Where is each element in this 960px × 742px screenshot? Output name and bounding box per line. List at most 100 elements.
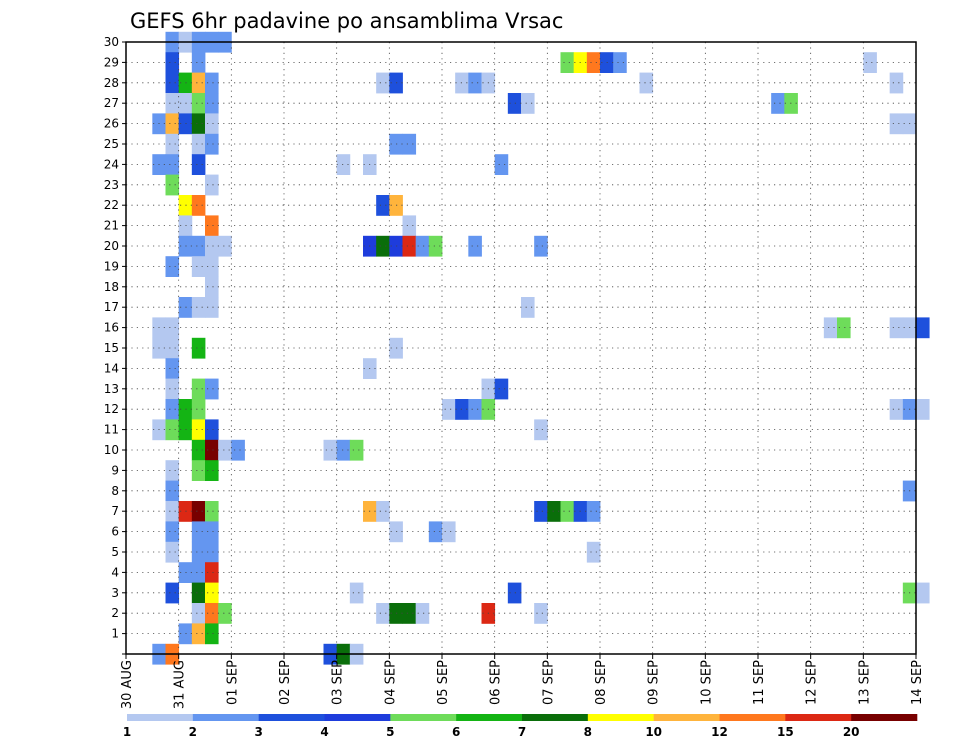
heatmap-cell <box>442 521 456 543</box>
heatmap-cell <box>376 603 390 624</box>
heatmap-cell <box>165 93 180 114</box>
colorbar-swatch <box>851 714 918 721</box>
heatmap-cell <box>191 235 206 257</box>
heatmap-cell <box>889 399 904 420</box>
heatmap-cell <box>191 337 206 359</box>
colorbar-label: 2 <box>189 725 197 739</box>
heatmap-cell <box>165 521 180 543</box>
heatmap-cell <box>165 541 180 563</box>
y-tick-label: 16 <box>104 321 119 335</box>
y-tick-label: 2 <box>111 606 119 620</box>
heatmap-cell <box>428 521 443 543</box>
heatmap-cell <box>428 235 443 257</box>
heatmap-cell <box>191 297 206 318</box>
colorbar-label: 4 <box>320 725 328 739</box>
colorbar-swatch <box>324 714 391 721</box>
heatmap-cell <box>547 501 561 522</box>
heatmap-cell <box>165 358 180 379</box>
heatmap-cell <box>468 399 482 420</box>
heatmap-cell <box>165 460 180 481</box>
heatmap-cell <box>191 541 206 563</box>
y-tick-label: 21 <box>104 219 119 233</box>
colorbar-swatch <box>192 714 259 721</box>
heatmap-cell <box>205 562 219 583</box>
heatmap-cell <box>837 317 851 339</box>
heatmap-cell <box>376 501 390 522</box>
y-tick-label: 12 <box>104 402 119 416</box>
x-tick-label: 12 SEP <box>805 660 820 705</box>
y-tick-label: 13 <box>104 382 119 396</box>
heatmap-cell <box>165 256 180 277</box>
heatmap-cell <box>534 419 548 441</box>
heatmap-cell <box>165 154 180 175</box>
heatmap-cell <box>165 378 180 400</box>
y-tick-label: 19 <box>104 259 119 273</box>
heatmap-cell <box>205 603 219 624</box>
heatmap-cell <box>191 52 206 73</box>
y-tick-label: 29 <box>104 55 119 69</box>
heatmap-cell <box>191 439 206 461</box>
x-tick-label: 05 SEP <box>436 660 451 705</box>
heatmap-cell <box>415 603 430 624</box>
heatmap-cell <box>165 419 180 441</box>
y-tick-label: 14 <box>104 361 119 375</box>
heatmap-cell <box>336 439 351 461</box>
colorbar-label: 8 <box>584 725 592 739</box>
heatmap-cell <box>205 256 219 277</box>
heatmap-cell <box>205 541 219 563</box>
y-tick-label: 22 <box>104 198 119 212</box>
heatmap-cell <box>191 133 206 155</box>
heatmap-cell <box>336 154 351 175</box>
colorbar-legend: 1 2 3 4 5 6 7 8 10 12 15 20 <box>123 714 918 739</box>
y-tick-label: 4 <box>111 565 119 579</box>
heatmap-cell <box>165 480 180 502</box>
heatmap-cell <box>521 93 535 114</box>
heatmap-cell <box>521 297 535 318</box>
heatmap-cell <box>165 582 180 604</box>
colorbar-swatch <box>127 714 194 721</box>
x-tick-label: 02 SEP <box>278 660 293 705</box>
y-tick-label: 10 <box>104 443 119 457</box>
colorbar-label: 12 <box>711 725 728 739</box>
heatmap-cell <box>205 133 219 155</box>
heatmap-cell <box>205 521 219 543</box>
heatmap-cell <box>205 419 219 441</box>
heatmap-cell <box>349 439 364 461</box>
heatmap-cell <box>205 623 219 645</box>
y-tick-label: 5 <box>111 545 119 559</box>
heatmap-cell <box>402 215 417 237</box>
colorbar-label: 6 <box>452 725 460 739</box>
x-tick-label: 13 SEP <box>857 660 872 705</box>
heatmap-cell <box>415 235 430 257</box>
heatmap-cell <box>205 215 219 237</box>
colorbar-label: 3 <box>254 725 262 739</box>
heatmap-cell <box>205 501 219 522</box>
heatmap-cell <box>205 378 219 400</box>
x-tick-label: 31 AUG <box>173 660 188 709</box>
heatmap-cell <box>191 154 206 175</box>
heatmap-cell <box>560 501 575 522</box>
heatmap-cell <box>376 72 390 94</box>
x-tick-label: 04 SEP <box>383 660 398 705</box>
y-tick-label: 15 <box>104 341 119 355</box>
colorbar-swatch <box>785 714 852 721</box>
y-tick-label: 24 <box>104 157 119 171</box>
colorbar-label: 7 <box>518 725 526 739</box>
heatmap-cell <box>376 235 390 257</box>
heatmap-cell <box>165 52 180 73</box>
heatmap-cell <box>191 93 206 114</box>
colorbar-swatch <box>390 714 457 721</box>
heatmap-cell <box>889 72 904 94</box>
heatmap-cell <box>534 603 548 624</box>
y-tick-label: 8 <box>111 484 119 498</box>
colorbar-label: 10 <box>645 725 662 739</box>
heatmap-cell <box>205 276 219 298</box>
x-tick-labels: 30 AUG 31 AUG 01 SEP 02 SEP 03 SEP 04 SEP 05 S… <box>120 654 925 709</box>
heatmap-cell <box>534 501 548 522</box>
x-tick-label: 07 SEP <box>541 660 556 705</box>
heatmap-cell <box>205 439 219 461</box>
heatmap-cell <box>205 113 219 135</box>
y-tick-label: 20 <box>104 239 119 253</box>
